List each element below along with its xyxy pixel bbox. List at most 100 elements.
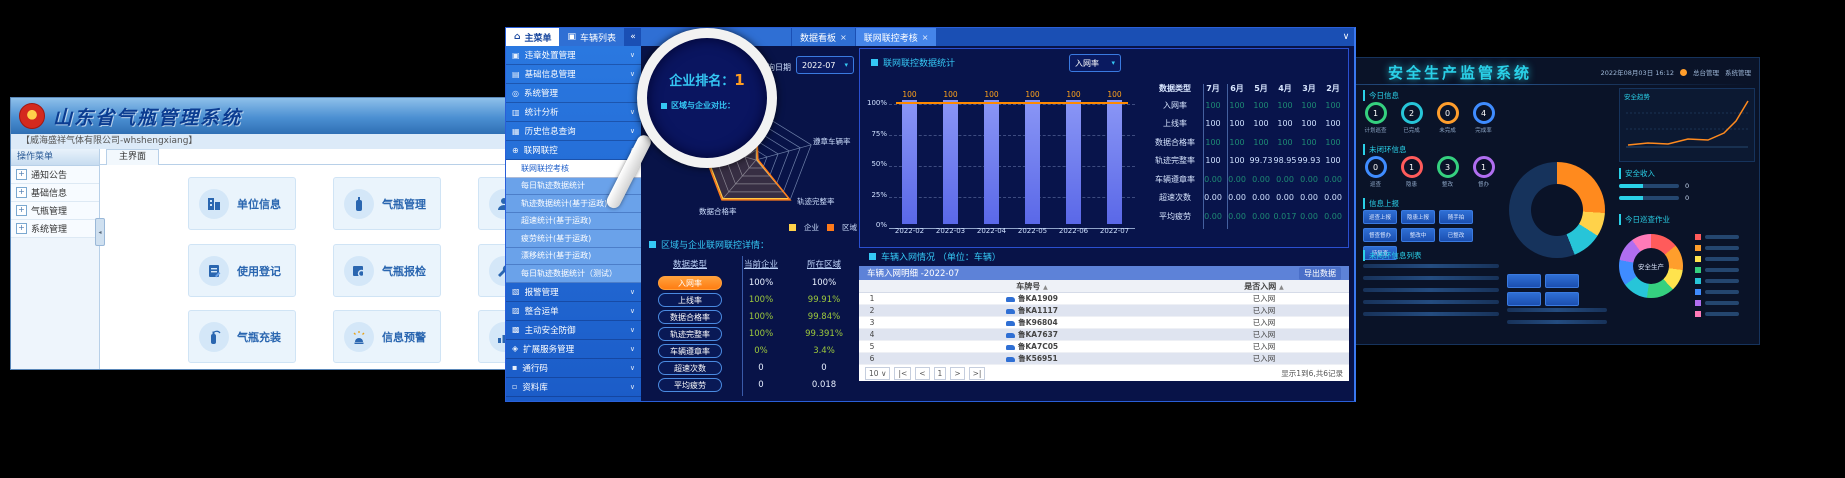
radar-axis-label: 遵章车辆率 [813,137,851,146]
first-page-button[interactable]: |< [894,366,912,380]
tile-usage-register[interactable]: 使用登记 [188,244,296,297]
left-window-body: 操作菜单 + 通知公告 + 基础信息 + 气瓶管理 + 系统管理 [11,149,508,369]
mid-button[interactable] [1507,292,1541,306]
expand-plus-icon[interactable]: + [16,169,27,180]
export-button[interactable]: 导出数据 [1299,266,1341,280]
metric-select-dropdown[interactable]: 入网率 ▾ [1069,54,1121,72]
page-size-select[interactable]: 10 ∨ [865,366,891,380]
metric-pill-button[interactable]: 平均疲劳 [658,378,722,392]
sidebar-menu-item[interactable]: ▩ 主动安全防御 ∨ [506,321,641,340]
sidebar-submenu-item[interactable]: 超速统计(基于运政) [506,212,641,230]
company-value: 100% [748,278,774,288]
mid-button[interactable] [1545,292,1579,306]
sidebar-menu-item[interactable]: ▥ 统计分析 ∨ [506,103,641,122]
sidebar-menu-item[interactable]: ◎ 系统管理 [506,84,641,103]
tile-partial-chart[interactable] [478,310,508,363]
vehicle-table-row[interactable]: 2 鲁KA1117 已入网 [859,305,1349,317]
sidebar-menu-item[interactable]: ▤ 基础信息管理 ∨ [506,65,641,84]
tab-network-assessment[interactable]: 联网联控考核 × [855,28,937,46]
sidebar-menu-item-network-control[interactable]: ⊕ 联网联控 ∧ [506,141,641,160]
list-line [1363,312,1499,316]
report-button[interactable]: 整改中 [1401,228,1435,242]
close-icon[interactable]: × [921,32,929,42]
list-line [1363,276,1499,280]
tile-cylinder-inspect[interactable]: 气瓶报检 [333,244,441,297]
vehicle-table-row[interactable]: 5 鲁KA7C05 已入网 [859,341,1349,353]
vehicle-table-row[interactable]: 3 鲁K96804 已入网 [859,317,1349,329]
dropdown-arrow-icon: ▾ [844,61,848,69]
left-sidebar-item[interactable]: + 气瓶管理 [11,202,99,220]
sidebar-submenu-item[interactable]: 每日轨迹数据统计（测试） [506,265,641,283]
tile-unit-info[interactable]: 单位信息 [188,177,296,230]
mid-button[interactable] [1507,274,1541,288]
sidebar-submenu-item[interactable]: 每日轨迹数据统计 [506,177,641,195]
menu-item-icon: ▪ [512,363,518,372]
last-page-button[interactable]: >| [968,366,986,380]
close-icon[interactable]: × [840,32,847,42]
x-axis-label: 2022-07 [1099,227,1130,235]
open-rings: 0 巡查 1 隐患 3 整改 1 督办 [1363,156,1496,188]
logout-button[interactable]: 系统管理 [1725,69,1751,77]
sidebar-submenu-item[interactable]: 疲劳统计(基于运政) [506,230,641,248]
sidebar-menu-item[interactable]: ▪ 通行码 ∨ [506,359,641,378]
sidebar-menu-item[interactable]: ▣ 违章处置管理 ∨ [506,46,641,65]
sidebar-submenu-item[interactable]: 漂移统计(基于运政) [506,247,641,265]
tabs-collapse-left-icon[interactable]: « [630,32,636,42]
user-label[interactable]: 总台管理 [1693,69,1719,77]
page-number-input[interactable]: 1 [933,366,947,380]
sidebar-menu-item[interactable]: ▨ 整合运单 ∨ [506,302,641,321]
tab-vehicle-list[interactable]: ▣ 车辆列表 [559,28,625,46]
ring-value: 1 [1364,102,1387,124]
report-button[interactable]: 已整改 [1439,228,1473,242]
metric-pill-button[interactable]: 车辆遵章率 [658,344,722,358]
vehicle-table-row[interactable]: 1 鲁KA1909 已入网 [859,293,1349,305]
vehicle-table-row[interactable]: 6 鲁K56951 已入网 [859,353,1349,365]
metric-pill-button[interactable]: 上线率 [658,293,722,307]
report-button[interactable]: 随手拍 [1439,210,1473,224]
left-sidebar-item[interactable]: + 通知公告 [11,166,99,184]
report-button[interactable]: 督查督办 [1363,228,1397,242]
sidebar-splitter-handle[interactable]: ◂ [95,218,105,246]
mid-button[interactable] [1545,274,1579,288]
tile-cylinder-mgmt[interactable]: 气瓶管理 [333,177,441,230]
metric-pill-button[interactable]: 数据合格率 [658,310,722,324]
sidebar-menu-item[interactable]: ◈ 扩展服务管理 ∨ [506,340,641,359]
income-row: 0 [1619,194,1689,202]
gas-cylinder-icon [344,188,374,219]
metric-pill-button[interactable]: 入网率 [658,276,722,290]
right-dashboard-title: 安全生产监管系统 [1387,64,1532,82]
tile-partial-wrench[interactable] [478,244,508,297]
expand-plus-icon[interactable]: + [16,223,27,234]
sidebar-submenu-item[interactable]: 联网联控考核 [506,160,641,178]
tile-info-alert[interactable]: 信息预警 [333,310,441,363]
tab-main-screen[interactable]: 主界面 [106,149,160,165]
tab-data-board[interactable]: 数据看板 × [792,28,856,46]
tile-cylinder-filling[interactable]: 气瓶充装 [188,310,296,363]
header-info: 2022年08月03日 16:12 总台管理 系统管理 [1601,67,1751,77]
vehicle-table-row[interactable]: 4 鲁KA7637 已入网 [859,329,1349,341]
sidebar-menu-item[interactable]: ▫ 资料库 ∨ [506,378,641,397]
prev-page-button[interactable]: < [915,366,930,380]
monthly-header-cell: 3月 [1302,83,1316,93]
left-sidebar-item[interactable]: + 基础信息 [11,184,99,202]
tile-partial-person[interactable] [478,177,508,230]
expand-plus-icon[interactable]: + [16,205,27,216]
report-button[interactable]: 隐患上报 [1401,210,1435,224]
y-tick: 25% [871,190,887,199]
report-button[interactable]: 巡查上报 [1363,210,1397,224]
monthly-row-label: 数据合格率 [1155,137,1195,147]
monthly-cell: 100 [1301,100,1317,110]
metric-pill-button[interactable]: 轨迹完整率 [658,327,722,341]
metric-pill-button[interactable]: 超速次数 [658,361,722,375]
monthly-header-cell: 7月 [1206,83,1220,93]
next-page-button[interactable]: > [950,366,965,380]
query-date-dropdown[interactable]: 2022-07 ▾ [796,56,854,74]
sidebar-menu-item[interactable]: ▦ 历史信息查询 ∨ [506,122,641,141]
tabs-collapse-right-icon[interactable]: ∨ [1342,32,1350,42]
tab-main-menu[interactable]: ⌂ 主菜单 [506,28,560,46]
expand-plus-icon[interactable]: + [16,187,27,198]
report-button[interactable]: 待复查 [1363,246,1397,260]
sidebar-menu-item[interactable]: ▧ 报警管理 ∨ [506,283,641,302]
left-sidebar-item[interactable]: + 系统管理 [11,220,99,238]
chevron-down-icon: ∨ [629,344,635,353]
